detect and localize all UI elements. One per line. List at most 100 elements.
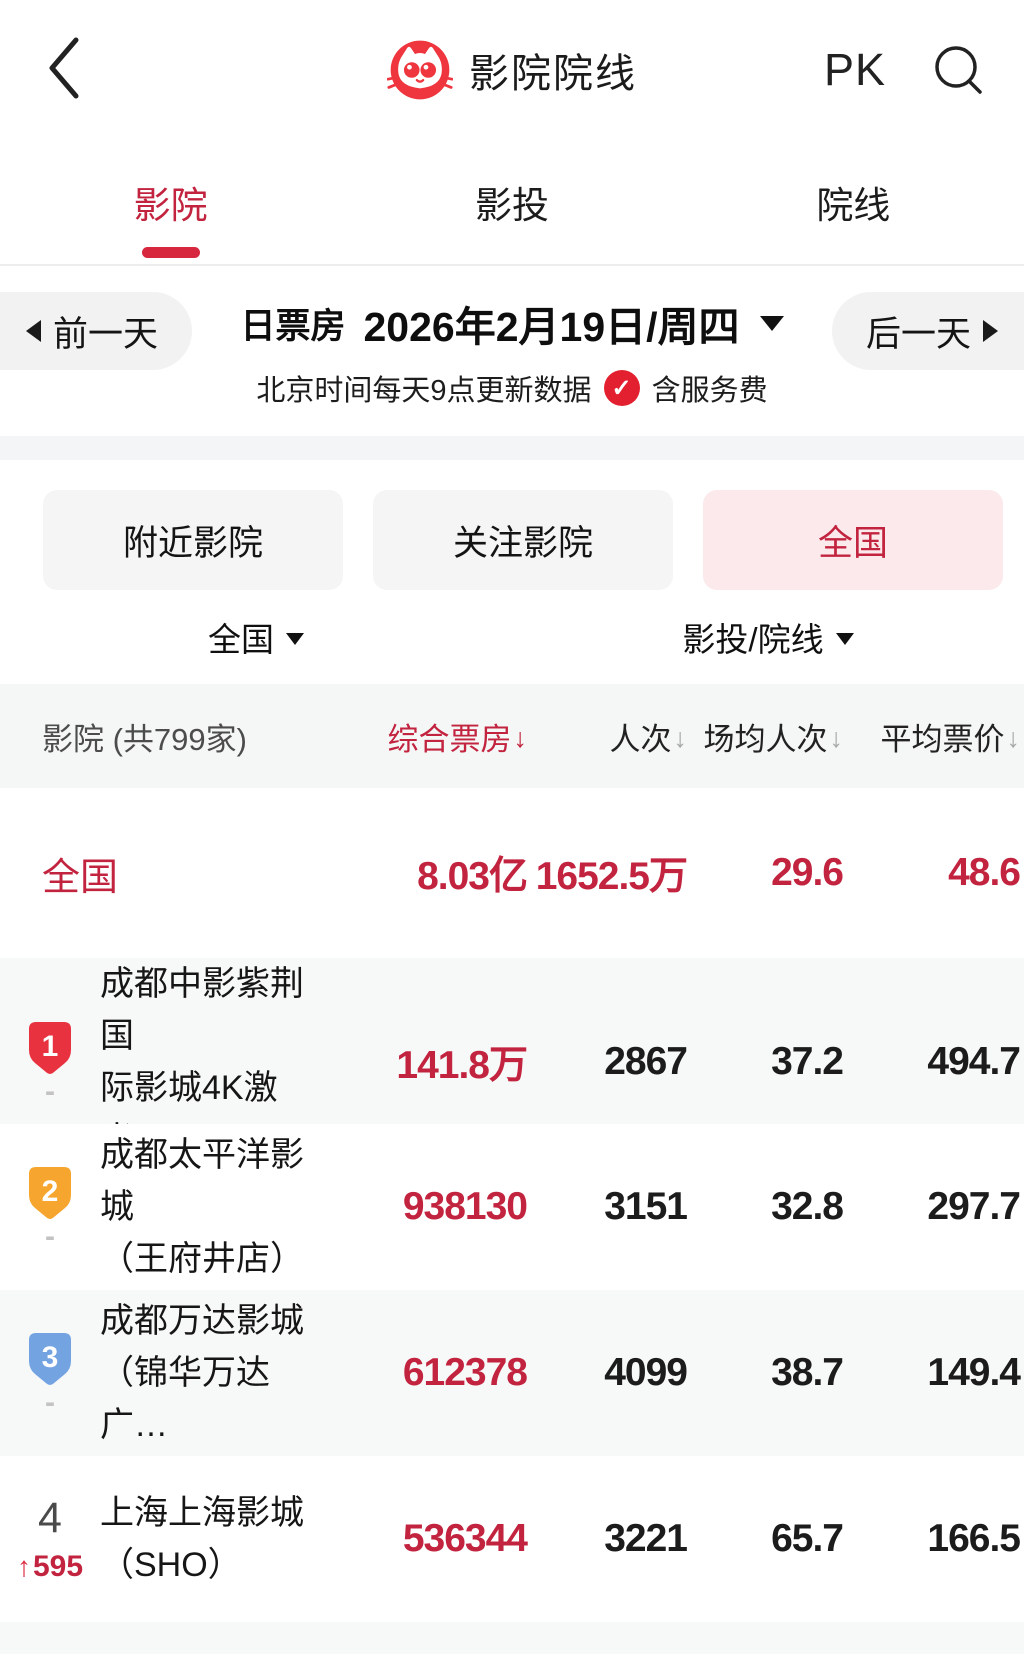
- up-arrow-icon: ↑: [16, 1551, 31, 1582]
- back-chevron-icon: [49, 37, 79, 99]
- summary-name: 全国: [42, 856, 119, 899]
- rank-change-none: -: [45, 1385, 55, 1419]
- svg-text:3: 3: [42, 1341, 59, 1374]
- cinema-name: 成都万达影城 （锦华万达广…: [100, 1295, 337, 1451]
- nearby-cinemas-button[interactable]: 附近影院: [43, 490, 343, 590]
- prev-triangle-icon: [26, 320, 41, 342]
- active-tab-underline: [141, 247, 200, 258]
- summary-box-office: 8.03亿: [417, 855, 528, 898]
- sort-desc-icon: ↓: [1006, 722, 1021, 753]
- next-row-stripe: [0, 1622, 1024, 1654]
- pk-button[interactable]: PK: [823, 44, 886, 95]
- cinema-name-line1: 成都太平洋影城: [100, 1136, 304, 1226]
- column-avg-per-show-label: 场均人次: [703, 721, 828, 757]
- back-button[interactable]: [44, 36, 84, 100]
- tab-investor[interactable]: 影投: [341, 140, 682, 264]
- tab-chain-label: 院线: [816, 185, 891, 226]
- cell-admissions: 3221: [604, 1517, 688, 1560]
- region-dropdown-label: 全国: [208, 621, 274, 658]
- cell-admissions: 4099: [604, 1351, 688, 1394]
- boxoffice-type-label: 日票房: [240, 306, 346, 346]
- summary-avg-per-show: 29.6: [771, 851, 844, 894]
- column-box-office-label: 综合票房: [387, 721, 512, 757]
- rank-change-none: -: [45, 1219, 55, 1253]
- brand: 影院院线: [387, 37, 637, 103]
- cell-avg-price: 494.7: [927, 1040, 1021, 1083]
- table-row[interactable]: 3 - 成都万达影城 （锦华万达广… 612378 4099 38.7 149.…: [0, 1290, 1024, 1456]
- cinema-name-line2: （SHO）: [100, 1546, 242, 1584]
- tab-investor-label: 影投: [474, 185, 549, 226]
- cell-avg-price: 297.7: [927, 1185, 1021, 1228]
- column-box-office[interactable]: 综合票房 ↓: [337, 714, 528, 759]
- tab-cinema[interactable]: 影院: [0, 140, 341, 264]
- cell-avg-price: 149.4: [927, 1351, 1021, 1394]
- date-nav: 前一天 后一天 日票房 2026年2月19日/周四 北京时间每天9点更新数据 ✓…: [0, 266, 1024, 436]
- topbar-actions: PK: [824, 0, 986, 140]
- cell-avg-price: 166.5: [927, 1517, 1021, 1560]
- next-day-button[interactable]: 后一天: [831, 292, 1024, 370]
- region-caret-icon: [286, 633, 304, 645]
- cinema-name: 成都太平洋影城 （王府井店）: [100, 1129, 337, 1285]
- summary-row[interactable]: 全国 8.03亿 1652.5万 29.6 48.6: [0, 788, 1024, 958]
- cell-avg-per-show: 32.8: [771, 1185, 844, 1228]
- rank-change-up: ↑ 595: [17, 1550, 83, 1584]
- update-note: 北京时间每天9点更新数据: [256, 375, 592, 407]
- chain-caret-icon: [835, 633, 854, 645]
- svg-text:1: 1: [42, 1030, 59, 1063]
- current-date-label: 2026年2月19日/周四: [363, 304, 740, 350]
- table-row[interactable]: 4 ↑ 595 上海上海影城 （SHO） 536344 3221 65.7 16…: [0, 1456, 1024, 1622]
- page-title: 影院院线: [469, 52, 637, 96]
- fee-note: 含服务费: [651, 375, 768, 407]
- column-admissions[interactable]: 人次 ↓: [527, 714, 688, 759]
- cinema-name-line2: （锦华万达广…: [100, 1354, 270, 1444]
- rank-cell: 3 -: [0, 1331, 100, 1419]
- cinema-name-line1: 成都中影紫荆国: [100, 965, 304, 1055]
- column-admissions-label: 人次: [609, 721, 672, 757]
- prev-day-label: 前一天: [53, 314, 159, 354]
- maoyan-cat-logo-icon: [387, 40, 453, 100]
- cinema-name-line1: 成都万达影城: [100, 1302, 304, 1340]
- chain-dropdown-label: 影投/院线: [682, 621, 824, 658]
- section-divider-band: [0, 436, 1024, 460]
- nationwide-button[interactable]: 全国: [703, 490, 1003, 590]
- rank-change-value: 595: [32, 1550, 84, 1583]
- rank-cell: 2 -: [0, 1165, 100, 1253]
- top-bar: 影院院线 PK: [0, 0, 1024, 140]
- next-day-label: 后一天: [865, 314, 971, 354]
- rank-number: 4: [38, 1494, 62, 1542]
- date-selector[interactable]: 日票房 2026年2月19日/周四: [240, 293, 784, 353]
- prev-day-button[interactable]: 前一天: [0, 292, 193, 370]
- summary-admissions: 1652.5万: [535, 855, 688, 898]
- sort-desc-icon: ↓: [673, 722, 688, 753]
- rank-badge-orange: 2: [29, 1166, 71, 1219]
- cinema-name: 成都中影紫荆国 际影城4K激光…: [100, 958, 337, 1166]
- region-dropdown[interactable]: 全国: [0, 613, 512, 661]
- next-triangle-icon: [983, 320, 998, 342]
- column-avg-per-show[interactable]: 场均人次 ↓: [687, 714, 844, 759]
- followed-cinemas-button[interactable]: 关注影院: [373, 490, 673, 590]
- cinema-name-line1: 上海上海影城: [100, 1494, 304, 1532]
- rank-change-none: -: [45, 1074, 55, 1108]
- svg-text:2: 2: [42, 1175, 59, 1208]
- search-icon[interactable]: [930, 42, 986, 98]
- rank-badge-red: 1: [29, 1021, 71, 1074]
- cell-avg-per-show: 65.7: [771, 1517, 844, 1560]
- cell-box-office: 938130: [402, 1185, 528, 1228]
- table-row[interactable]: 1 - 成都中影紫荆国 际影城4K激光… 141.8万 2867 37.2 49…: [0, 958, 1024, 1159]
- column-avg-price[interactable]: 平均票价 ↓: [843, 714, 1021, 759]
- tab-cinema-label: 影院: [133, 185, 208, 226]
- cell-avg-per-show: 37.2: [771, 1040, 844, 1083]
- tab-chain[interactable]: 院线: [683, 140, 1024, 264]
- table-row[interactable]: 2 - 成都太平洋影城 （王府井店） 938130 3151 32.8 297.…: [0, 1124, 1024, 1290]
- cell-admissions: 2867: [604, 1040, 688, 1083]
- summary-avg-price: 48.6: [948, 851, 1021, 894]
- date-caret-icon: [759, 315, 784, 331]
- checkmark-icon: ✓: [603, 370, 640, 406]
- column-avg-price-label: 平均票价: [880, 721, 1005, 757]
- chain-dropdown[interactable]: 影投/院线: [512, 613, 1024, 661]
- sort-desc-icon: ↓: [829, 722, 844, 753]
- tab-bar: 影院 影投 院线: [0, 140, 1024, 266]
- filter-buttons: 附近影院 关注影院 全国: [0, 460, 1024, 590]
- rank-badge-blue: 3: [29, 1332, 71, 1385]
